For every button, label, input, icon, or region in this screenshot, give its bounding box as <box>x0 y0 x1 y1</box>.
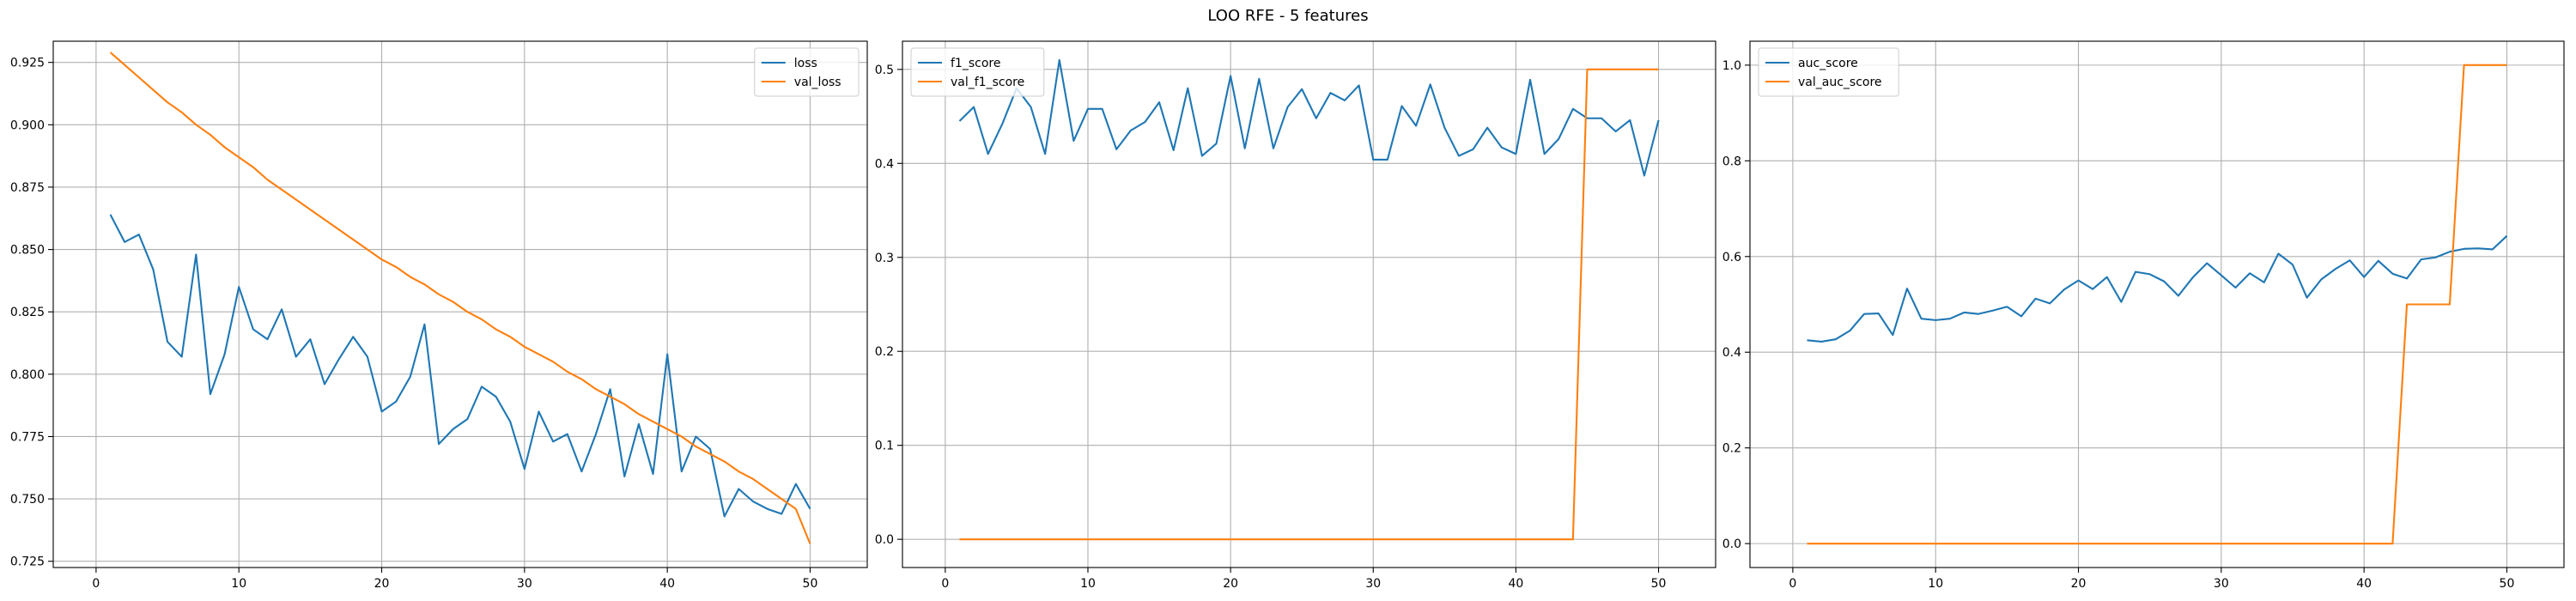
y-tick-label: 0.825 <box>10 306 45 319</box>
y-tick-label: 0.925 <box>10 57 45 70</box>
x-tick-label: 40 <box>1508 577 1523 591</box>
x-tick-label: 50 <box>2500 577 2515 591</box>
series-line-f1_score <box>958 58 1660 177</box>
y-tick-label: 0.8 <box>1722 155 1741 168</box>
y-tick-label: 0.725 <box>10 555 45 569</box>
axes-frame <box>52 40 868 568</box>
axes-frame <box>1749 40 2565 568</box>
x-tick-label: 0 <box>92 577 100 591</box>
x-tick-label: 20 <box>1223 577 1238 591</box>
y-tick-label: 0.0 <box>875 533 894 547</box>
legend-label-loss: loss <box>794 57 817 70</box>
y-tick-label: 0.875 <box>10 181 45 195</box>
x-tick-label: 10 <box>1080 577 1096 591</box>
x-tick-label: 50 <box>803 577 818 591</box>
y-tick-label: 0.5 <box>875 64 894 77</box>
y-tick-label: 0.900 <box>10 118 45 132</box>
subplot-1: 0 10 20 30 40 50 0.725 0.750 0.775 0.800 0.825 0.85… <box>10 40 868 591</box>
legend-box <box>910 47 1045 97</box>
y-tick-label: 0.775 <box>10 430 45 444</box>
subplot-3: 0 10 20 30 40 50 0.0 0.2 0.4 0.6 0.8 1.0 auc_scoreva… <box>1722 40 2565 591</box>
legend-box <box>754 47 860 97</box>
x-tick-label: 40 <box>2356 577 2372 591</box>
y-tick-label: 0.2 <box>875 345 894 359</box>
y-tick-label: 0.850 <box>10 244 45 258</box>
legend-label-val_f1_score: val_f1_score <box>951 76 1024 89</box>
legend-label-f1_score: f1_score <box>951 57 1000 70</box>
x-tick-label: 0 <box>941 577 949 591</box>
x-tick-label: 30 <box>1365 577 1381 591</box>
y-tick-label: 0.3 <box>875 252 894 265</box>
legend-label-val_auc_score: val_auc_score <box>1798 76 1882 89</box>
subplot-2: 0 10 20 30 40 50 0.0 0.1 0.2 0.3 0.4 0.5 f1_scoreval… <box>875 40 1716 591</box>
y-tick-label: 0.4 <box>1722 346 1741 360</box>
series-line-val_f1_score <box>959 68 1659 541</box>
x-tick-label: 0 <box>1789 577 1796 591</box>
x-tick-label: 30 <box>2214 577 2229 591</box>
legend-label-auc_score: auc_score <box>1798 57 1858 70</box>
x-tick-label: 10 <box>231 577 246 591</box>
y-tick-label: 1.0 <box>1722 59 1741 73</box>
y-tick-label: 0.800 <box>10 368 45 382</box>
figure-title: LOO RFE - 5 features <box>1207 7 1369 25</box>
series-line-val_loss <box>109 52 811 544</box>
legend-label-val_loss: val_loss <box>794 76 841 89</box>
legend: auc_score val_auc_score <box>1758 47 1899 97</box>
axes-frame <box>902 40 1716 568</box>
legend: f1_score val_f1_score <box>910 47 1045 97</box>
series-line-loss <box>109 214 811 518</box>
series-line-val_auc_score <box>1807 64 2507 545</box>
x-tick-label: 30 <box>517 577 532 591</box>
y-tick-label: 0.750 <box>10 493 45 507</box>
x-tick-label: 20 <box>2071 577 2087 591</box>
y-tick-label: 0.0 <box>1722 537 1741 551</box>
y-tick-label: 0.4 <box>875 157 894 171</box>
y-tick-label: 0.6 <box>1722 251 1741 264</box>
series-line-auc_score <box>1807 235 2508 343</box>
x-tick-label: 40 <box>659 577 675 591</box>
x-tick-label: 10 <box>1928 577 1943 591</box>
legend-box <box>1758 47 1899 97</box>
y-tick-label: 0.2 <box>1722 442 1741 456</box>
legend: loss val_loss <box>754 47 860 97</box>
x-tick-label: 50 <box>1651 577 1667 591</box>
y-tick-label: 0.1 <box>875 440 894 453</box>
x-tick-label: 20 <box>374 577 390 591</box>
